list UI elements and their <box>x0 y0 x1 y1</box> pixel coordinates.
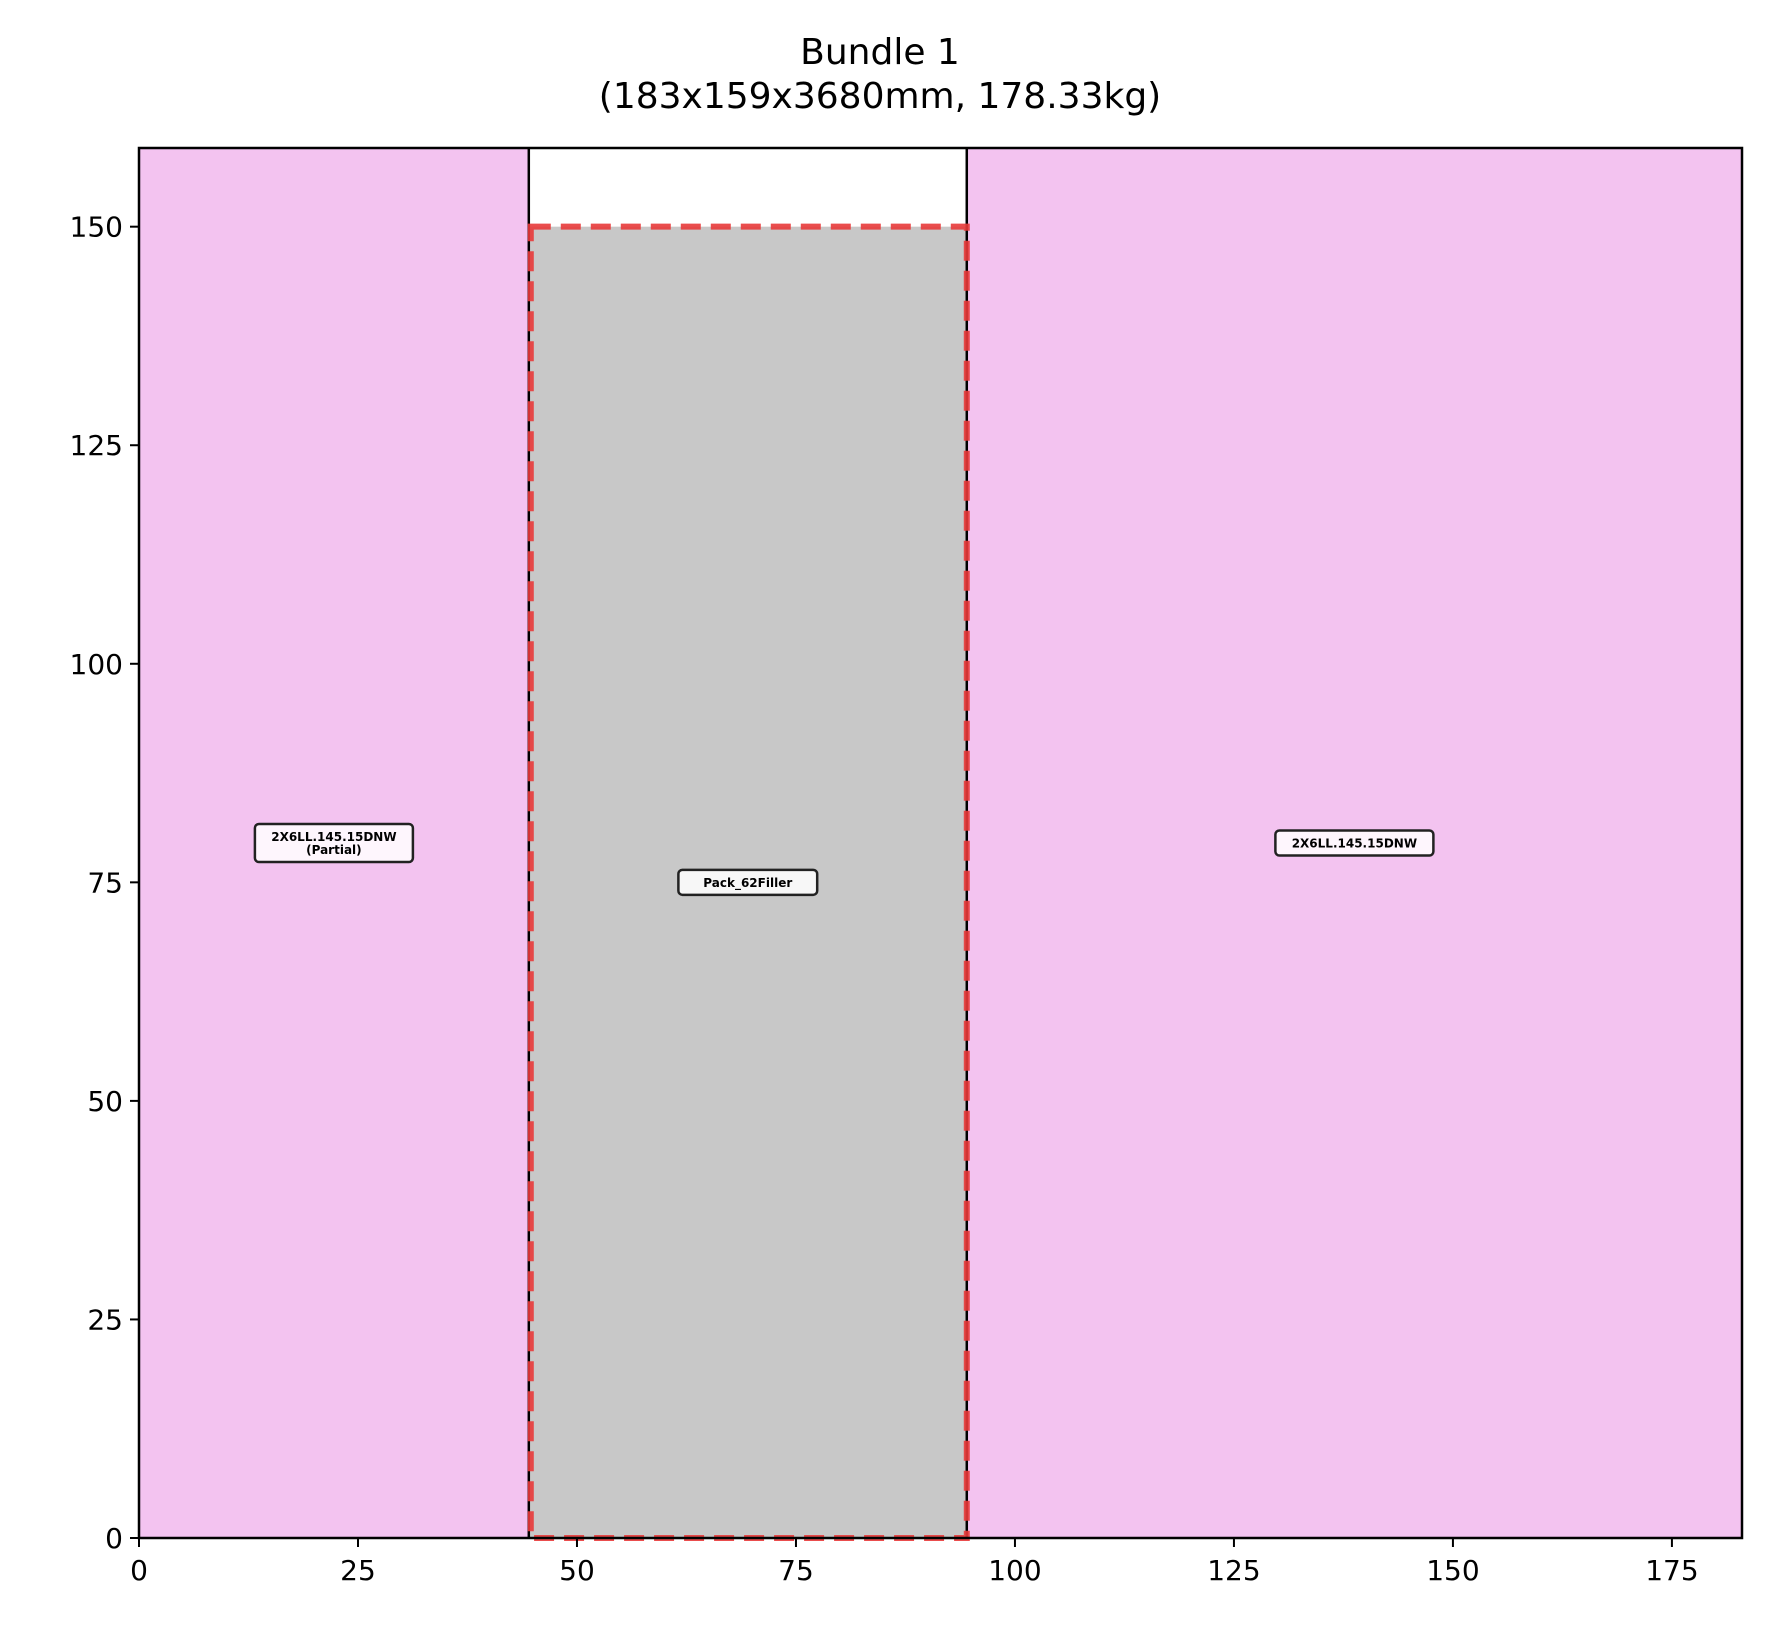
box-label-bg-1 <box>677 868 819 897</box>
y-tick-label-3: 75 <box>87 866 123 899</box>
box-label-text-0-1: (Partial) <box>306 843 362 857</box>
box-label-text-2-0: 2X6LL.145.15DNW <box>1292 837 1417 851</box>
chart-title: Bundle 1 <box>800 32 960 73</box>
y-tick-label-1: 25 <box>87 1303 123 1336</box>
x-tick-label-3: 75 <box>778 1554 814 1587</box>
box-label-bg-0 <box>253 822 415 864</box>
x-tick-label-6: 150 <box>1426 1554 1479 1587</box>
x-tick-label-2: 50 <box>559 1554 595 1587</box>
y-tick-label-2: 50 <box>87 1085 123 1118</box>
x-tick-label-7: 175 <box>1645 1554 1698 1587</box>
box-label-text-0-0: 2X6LL.145.15DNW <box>271 830 396 844</box>
y-tick-label-4: 100 <box>70 648 123 681</box>
y-tick-label-5: 125 <box>70 429 123 462</box>
axes-frame <box>137 146 1744 1540</box>
x-tick-label-4: 100 <box>988 1554 1041 1587</box>
chart-subtitle: (183x159x3680mm, 178.33kg) <box>599 76 1161 117</box>
x-tick-label-5: 125 <box>1207 1554 1260 1587</box>
y-tick-label-0: 0 <box>105 1522 123 1555</box>
x-tick-label-0: 0 <box>130 1554 148 1587</box>
box-label-bg-2 <box>1274 829 1435 857</box>
box-label-text-1-0: Pack_62Filler <box>703 876 792 891</box>
x-tick-label-1: 25 <box>340 1554 376 1587</box>
plot-area: 2X6LL.145.15DNW(Partial)Pack_62Filler2X6… <box>70 146 1744 1587</box>
y-tick-label-6: 150 <box>70 211 123 244</box>
